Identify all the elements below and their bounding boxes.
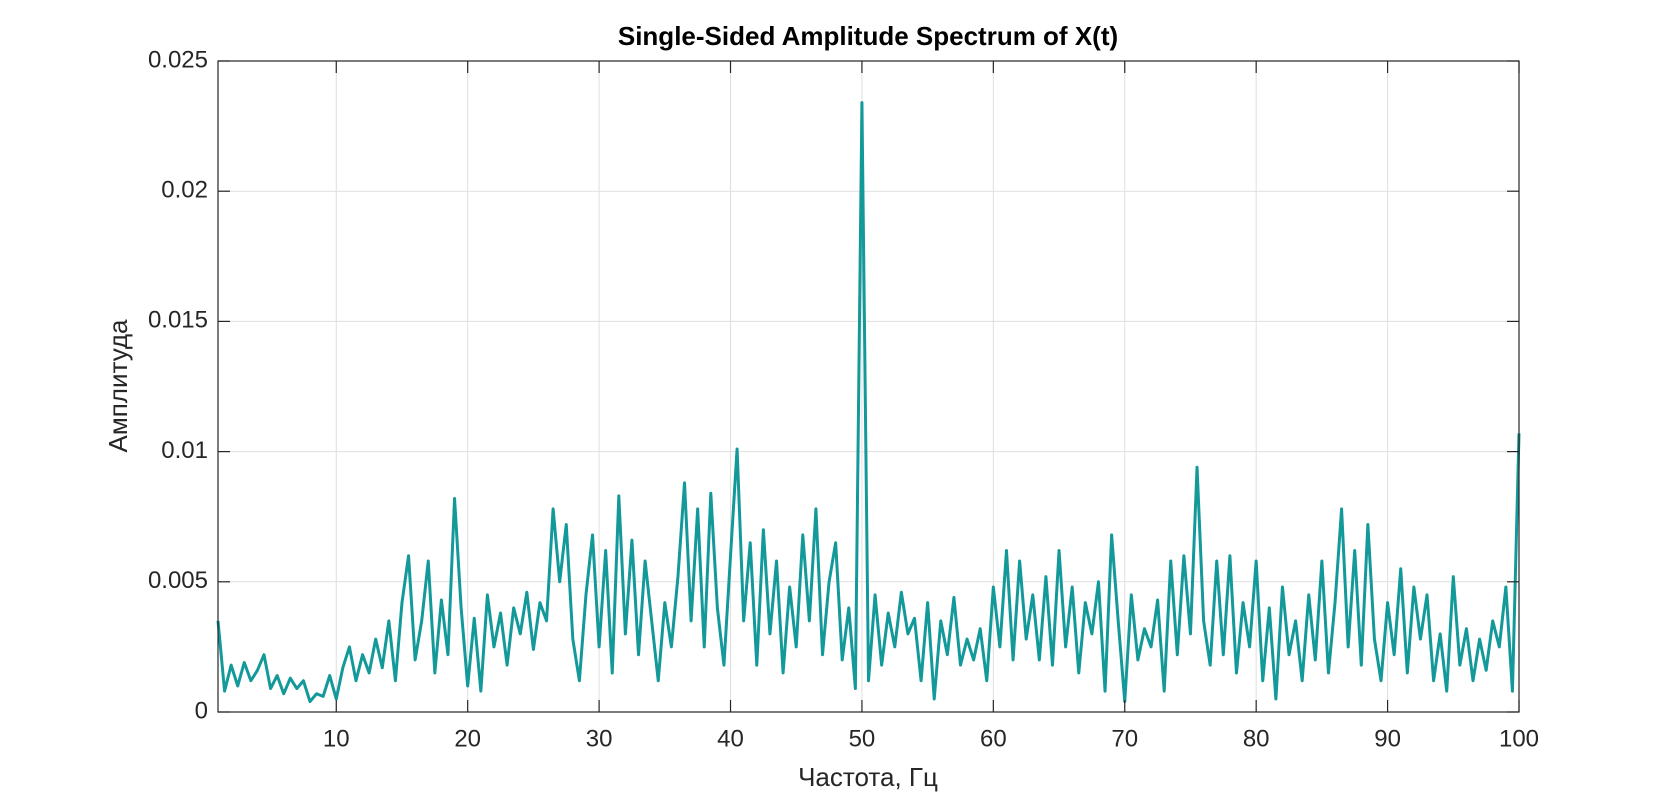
x-tick-label: 60 bbox=[980, 725, 1007, 752]
x-tick-label: 100 bbox=[1499, 725, 1539, 752]
x-tick-label: 10 bbox=[323, 725, 350, 752]
x-tick-label: 50 bbox=[849, 725, 876, 752]
chart-title: Single-Sided Amplitude Spectrum of X(t) bbox=[618, 21, 1118, 51]
y-tick-label: 0.025 bbox=[148, 46, 208, 73]
axes-box bbox=[217, 60, 1520, 713]
y-tick-label: 0.005 bbox=[148, 567, 208, 594]
y-axis-label: Амплитуда bbox=[103, 319, 133, 452]
y-tick-label: 0.02 bbox=[161, 177, 208, 204]
y-tick-label: 0.015 bbox=[148, 307, 208, 334]
x-tick-label: 20 bbox=[454, 725, 481, 752]
x-axis-label: Частота, Гц bbox=[798, 762, 938, 792]
plot-area bbox=[216, 101, 1521, 704]
spectrum-line bbox=[216, 101, 1521, 704]
x-tick-label: 30 bbox=[586, 725, 613, 752]
x-tick-label: 90 bbox=[1374, 725, 1401, 752]
x-tick-label: 70 bbox=[1111, 725, 1138, 752]
y-tick-label: 0.01 bbox=[161, 437, 208, 464]
x-tick-label: 40 bbox=[717, 725, 744, 752]
y-tick-label: 0 bbox=[195, 697, 208, 724]
x-tick-label: 80 bbox=[1243, 725, 1270, 752]
